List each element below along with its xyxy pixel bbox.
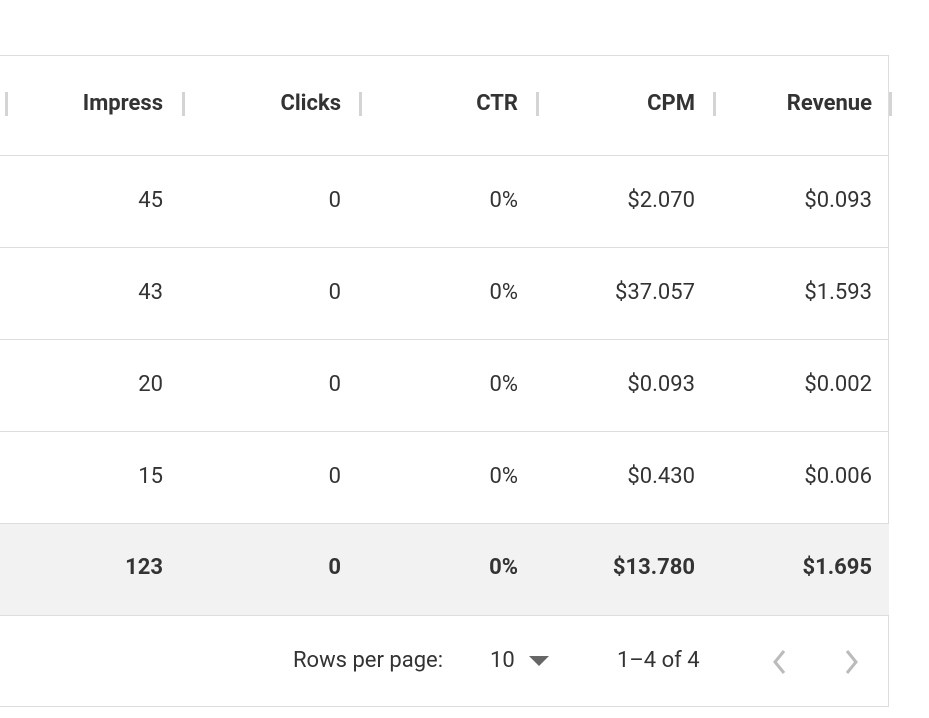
table-cell: 0 xyxy=(328,464,341,489)
column-separator xyxy=(713,92,716,116)
table-cell: $37.057 xyxy=(615,280,695,305)
table-cell: $0.002 xyxy=(804,372,872,397)
table-cell: $0.430 xyxy=(627,464,695,489)
table-cell: 15 xyxy=(138,464,163,489)
total-cell: $1.695 xyxy=(802,555,873,580)
table-cell: $0.093 xyxy=(627,372,695,397)
table-cell: 0% xyxy=(489,372,518,397)
rows-per-page-label: Rows per page: xyxy=(293,648,444,673)
table-cell: 0% xyxy=(489,280,518,305)
totals-row-bg xyxy=(0,523,889,615)
row-divider xyxy=(0,523,889,524)
column-separator xyxy=(359,92,362,116)
column-header: Impress xyxy=(82,91,163,116)
row-divider xyxy=(0,155,889,156)
dropdown-arrow[interactable] xyxy=(529,656,549,668)
table-cell: $0.093 xyxy=(804,188,872,213)
column-header: CPM xyxy=(647,91,695,116)
table-cell: $2.070 xyxy=(627,188,695,213)
column-separator xyxy=(5,92,8,116)
table-cell: 0% xyxy=(489,464,518,489)
table-cell: 0 xyxy=(328,372,341,397)
table-cell: $1.593 xyxy=(804,280,872,305)
column-separator xyxy=(536,92,539,116)
column-header: Clicks xyxy=(280,91,341,116)
total-cell: 0% xyxy=(489,555,518,580)
row-divider xyxy=(0,615,889,616)
table-container xyxy=(0,55,889,707)
table-cell: $0.006 xyxy=(804,464,872,489)
column-separator xyxy=(182,92,185,116)
column-header: Revenue xyxy=(786,91,872,116)
table-cell: 20 xyxy=(138,372,163,397)
table-cell: 0% xyxy=(489,188,518,213)
table-cell: 43 xyxy=(138,280,163,305)
total-cell: 123 xyxy=(125,555,163,580)
column-separator xyxy=(889,92,892,116)
table-cell: 45 xyxy=(138,188,163,213)
table-cell: 0 xyxy=(328,188,341,213)
rows-per-page-select[interactable]: 10 xyxy=(490,648,515,673)
row-divider xyxy=(0,247,889,248)
table-cell: 0 xyxy=(328,280,341,305)
page-range: 1–4 of 4 xyxy=(617,648,700,673)
column-header: CTR xyxy=(476,91,518,116)
next-page[interactable] xyxy=(842,649,862,675)
total-cell: $13.780 xyxy=(612,555,695,580)
total-cell: 0 xyxy=(328,555,341,580)
prev-page[interactable] xyxy=(770,649,790,675)
row-divider xyxy=(0,339,889,340)
row-divider xyxy=(0,431,889,432)
